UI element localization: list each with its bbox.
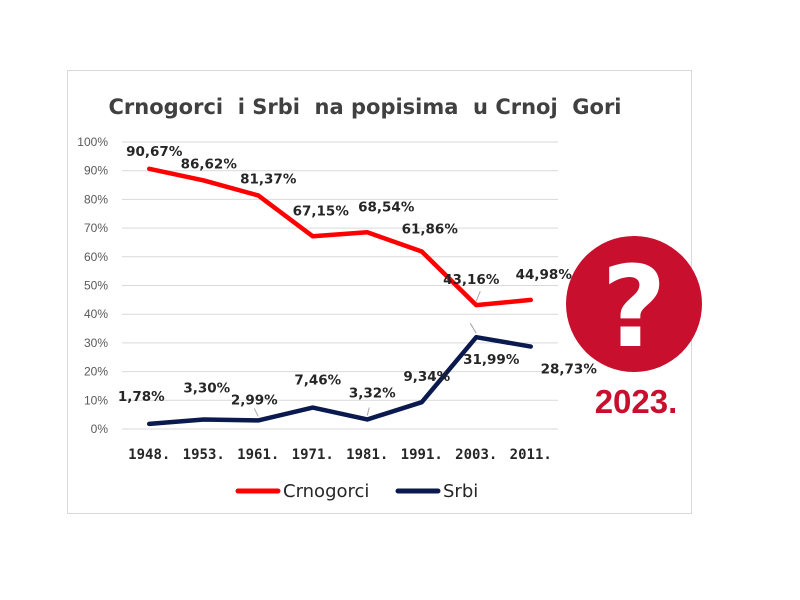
y-tick-label: 10% <box>84 393 108 407</box>
leader-line <box>253 408 259 417</box>
y-tick-label: 50% <box>84 279 108 293</box>
data-label: 3,30% <box>183 381 230 397</box>
data-labels: 90,67%86,62%81,37% 67,15% 68,54% 61,86% 43,1… <box>118 144 598 417</box>
legend-label: Srbi <box>443 481 478 502</box>
leader-line <box>366 407 370 416</box>
data-label: 44,98% <box>516 267 573 283</box>
question-badge: ? 2023. <box>566 236 702 420</box>
data-label: 86,62% <box>181 156 238 172</box>
gridlines <box>122 141 558 430</box>
y-tick-label: 70% <box>84 221 108 235</box>
data-label: 61,86% <box>402 221 459 237</box>
series-line-crnogorci <box>147 166 533 308</box>
legend: Crnogorci Srbi <box>235 481 478 502</box>
y-tick-label: 90% <box>84 164 108 178</box>
data-label: 3,32% <box>349 385 396 401</box>
data-label: 31,99% <box>463 352 520 368</box>
question-circle-icon <box>566 236 702 372</box>
y-tick-label: 100% <box>77 135 108 149</box>
data-label: 67,15% <box>293 203 350 219</box>
data-label: 43,16% <box>443 272 500 288</box>
badge-year: 2023. <box>595 383 678 420</box>
data-label: 68,54% <box>358 199 415 215</box>
x-tick-label: 1991. <box>401 447 443 463</box>
legend-label: Crnogorci <box>283 481 369 502</box>
data-label: 7,46% <box>294 373 341 389</box>
y-tick-label: 40% <box>84 307 108 321</box>
data-label: 2,99% <box>231 392 278 408</box>
data-label: 28,73% <box>541 362 598 378</box>
x-axis-ticks: 1948. 1953. 1961. 1971. 1981. 1991. 2003. 2011. <box>128 447 552 463</box>
x-tick-label: 1948. <box>128 447 170 463</box>
y-tick-label: 20% <box>84 365 108 379</box>
series-line-srbi <box>147 334 533 427</box>
x-tick-label: 1961. <box>237 447 279 463</box>
leader-line <box>469 322 477 334</box>
leader-line <box>475 290 481 302</box>
y-axis-ticks: 0% 10% 20% 30% 40% 50% 60% 70% 80% 90% 100% <box>77 135 108 436</box>
data-label: 81,37% <box>240 171 297 187</box>
y-tick-label: 60% <box>84 250 108 264</box>
data-label: 1,78% <box>118 389 165 405</box>
x-tick-label: 1971. <box>292 447 334 463</box>
y-tick-label: 30% <box>84 336 108 350</box>
x-tick-label: 1953. <box>183 447 225 463</box>
x-tick-label: 2003. <box>455 447 497 463</box>
chart-title: Crnogorci i Srbi na popisima u Crnoj Gor… <box>108 95 621 119</box>
x-tick-label: 1981. <box>346 447 388 463</box>
x-tick-label: 2011. <box>510 447 552 463</box>
y-tick-label: 80% <box>84 192 108 206</box>
y-tick-label: 0% <box>91 422 109 436</box>
data-label: 9,34% <box>403 369 450 385</box>
data-label: 90,67% <box>126 144 183 160</box>
series-group <box>147 166 533 427</box>
question-mark-icon: ? <box>602 243 667 373</box>
